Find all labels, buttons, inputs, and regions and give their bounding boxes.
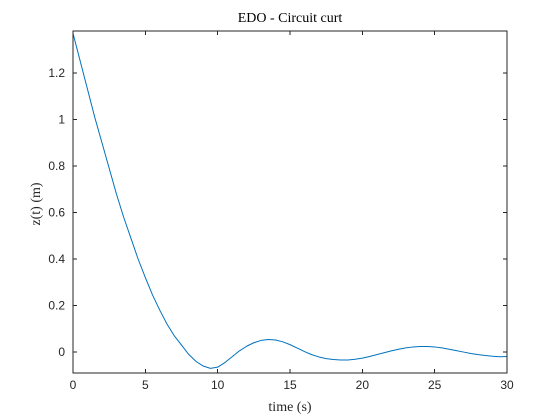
x-tick-label: 20 bbox=[356, 378, 370, 392]
x-tick-label: 30 bbox=[500, 378, 514, 392]
plot-area-box bbox=[72, 30, 508, 374]
series-line bbox=[72, 33, 508, 369]
y-tick-label: 0.8 bbox=[48, 159, 65, 173]
y-tick-label: 1.2 bbox=[48, 66, 65, 80]
y-tick-label: 0 bbox=[58, 345, 65, 359]
chart-title: EDO - Circuit curt bbox=[238, 11, 343, 26]
y-tick-label: 0.4 bbox=[48, 252, 65, 266]
x-tick-label: 25 bbox=[428, 378, 442, 392]
x-tick-label: 15 bbox=[283, 378, 297, 392]
x-tick-label: 10 bbox=[211, 378, 225, 392]
y-axis-label: z(t) (m) bbox=[29, 182, 44, 225]
x-axis-label: time (s) bbox=[268, 400, 311, 415]
x-tick-label: 0 bbox=[70, 378, 77, 392]
y-tick-label: 0.2 bbox=[48, 299, 65, 313]
x-tick-label: 5 bbox=[142, 378, 149, 392]
plot-series bbox=[72, 33, 508, 369]
y-tick-label: 1 bbox=[58, 112, 65, 126]
y-tick-label: 0.6 bbox=[48, 205, 65, 219]
axis-ticks: 0 5 10 15 20 25 30 0 0.2 0.4 0.6 0.8 1 1.2 bbox=[48, 31, 514, 392]
